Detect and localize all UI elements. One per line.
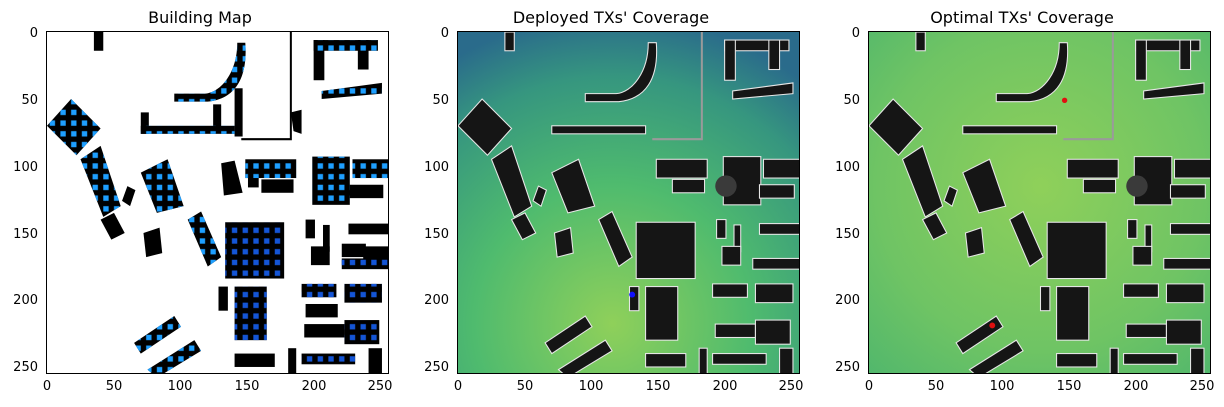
x-tick-label: 100 <box>167 379 193 394</box>
panel-building-map: Building Map <box>0 0 400 407</box>
y-tick-label: 150 <box>424 227 449 242</box>
y-tick-label: 200 <box>424 293 449 308</box>
x-tick-label: 50 <box>105 379 123 394</box>
y-tick-label: 150 <box>13 227 38 242</box>
optimal-tx-marker <box>1061 97 1068 104</box>
x-tick-label: 50 <box>927 379 945 394</box>
y-tick-label: 200 <box>13 293 38 308</box>
y-tick-label: 150 <box>835 227 860 242</box>
deployed-tx-marker <box>629 291 636 298</box>
optimal-coverage-plot <box>868 31 1211 374</box>
y-tick-label: 50 <box>21 93 38 108</box>
optimal-tx-marker <box>989 322 996 329</box>
x-tick-label: 200 <box>1123 379 1149 394</box>
x-tick-label: 250 <box>367 379 393 394</box>
optimal-coverage-heatmap <box>869 32 1210 373</box>
y-tick-label: 250 <box>424 360 449 375</box>
y-tick-label: 100 <box>13 160 38 175</box>
deployed-coverage-plot <box>457 31 800 374</box>
panel-title: Deployed TXs' Coverage <box>512 8 710 27</box>
panel-title: Optimal TXs' Coverage <box>930 8 1114 27</box>
x-tick-label: 0 <box>864 379 874 394</box>
y-tick-label: 250 <box>13 360 38 375</box>
x-tick-label: 100 <box>578 379 604 394</box>
y-tick-label: 100 <box>424 160 449 175</box>
x-tick-label: 200 <box>301 379 327 394</box>
x-tick-label: 200 <box>712 379 738 394</box>
panel-optimal-coverage: Optimal TXs' Coverage <box>822 0 1222 407</box>
x-tick-label: 100 <box>989 379 1015 394</box>
y-tick-label: 200 <box>835 293 860 308</box>
x-tick-label: 0 <box>453 379 463 394</box>
y-tick-label: 0 <box>29 26 38 41</box>
building-map-plot <box>46 31 389 374</box>
building-map-image <box>47 32 388 373</box>
panel-title: Building Map <box>148 8 252 27</box>
y-tick-label: 0 <box>440 26 449 41</box>
x-tick-label: 150 <box>645 379 671 394</box>
x-tick-label: 0 <box>42 379 52 394</box>
x-tick-label: 150 <box>1056 379 1082 394</box>
y-tick-label: 250 <box>835 360 860 375</box>
panel-deployed-coverage: Deployed TXs' Coverage <box>411 0 811 407</box>
x-tick-label: 250 <box>1189 379 1215 394</box>
x-tick-label: 250 <box>778 379 804 394</box>
x-tick-label: 150 <box>234 379 260 394</box>
deployed-coverage-heatmap <box>458 32 799 373</box>
y-tick-label: 50 <box>432 93 449 108</box>
y-tick-label: 0 <box>851 26 860 41</box>
y-tick-label: 50 <box>843 93 860 108</box>
x-tick-label: 50 <box>516 379 534 394</box>
y-tick-label: 100 <box>835 160 860 175</box>
